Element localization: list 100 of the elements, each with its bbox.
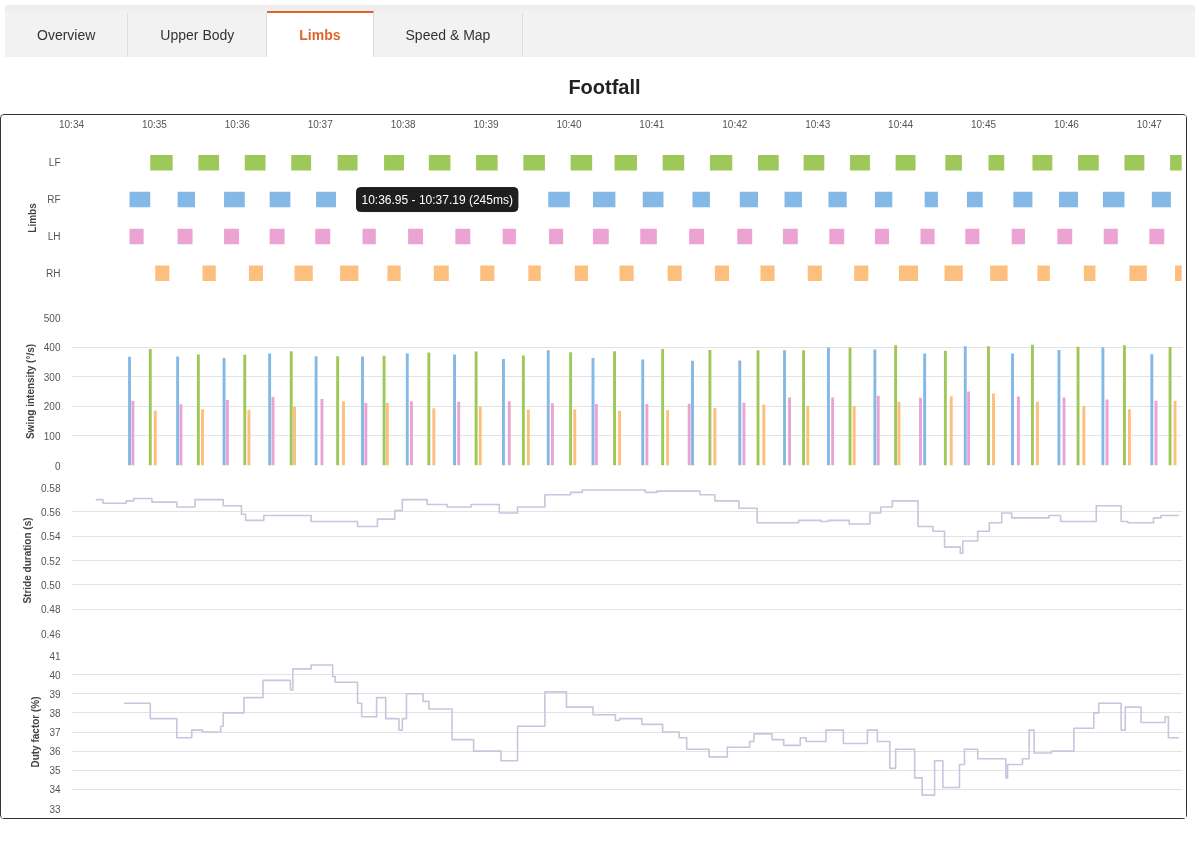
bar — [852, 406, 856, 466]
y-tick-label: 0.54 — [41, 531, 61, 543]
bar — [502, 358, 505, 466]
bar — [196, 354, 200, 466]
bar — [289, 351, 293, 466]
bar — [1082, 406, 1086, 466]
x-tick-label: 10:39 — [473, 118, 499, 130]
x-tick-label: 10:40 — [556, 118, 582, 130]
bar — [131, 400, 135, 466]
y-tick-label: 0.58 — [41, 482, 61, 494]
y-tick-label: 41 — [49, 650, 61, 662]
y-tick-label: 500 — [43, 312, 61, 324]
bar — [526, 409, 530, 466]
bar — [923, 353, 927, 466]
bar — [453, 354, 456, 466]
y-tick-label: 33 — [49, 803, 61, 815]
bar — [225, 400, 229, 466]
bar — [128, 356, 131, 466]
text: Speed & Map — [373, 13, 524, 57]
y-axis-title: Duty factor (%) — [30, 696, 42, 768]
bar — [546, 350, 550, 466]
x-tick-label: 10:46 — [1053, 118, 1080, 130]
bar — [550, 403, 554, 466]
y-tick-label: 0.46 — [41, 628, 61, 640]
bar — [967, 391, 971, 466]
bar — [361, 356, 364, 466]
text: Upper Body — [128, 13, 268, 57]
bar — [573, 409, 577, 466]
bar — [666, 410, 670, 466]
bar — [661, 348, 665, 466]
y-tick-label: RF — [47, 194, 61, 206]
y-tick-label: LF — [48, 157, 61, 169]
bar — [897, 401, 901, 466]
bar — [987, 346, 990, 466]
x-tick-label: 10:42 — [722, 118, 748, 130]
chart-title: Footfall — [567, 75, 642, 100]
y-tick-label: 35 — [49, 765, 61, 777]
y-tick-label: 0 — [54, 460, 61, 472]
x-tick-label: 10:45 — [971, 118, 997, 130]
bar — [943, 350, 947, 466]
y-tick-label: 0.48 — [41, 604, 61, 616]
bar — [405, 353, 409, 466]
y-axis-title: Swing intensity (°/s) — [24, 343, 36, 440]
bar — [148, 348, 152, 466]
y-axis-title: Stride duration (s) — [22, 517, 34, 604]
y-tick-label: LH — [47, 230, 61, 242]
bar — [802, 350, 806, 466]
bar — [738, 360, 742, 466]
bar — [569, 352, 573, 466]
x-tick-label: 10:47 — [1136, 118, 1163, 130]
y-tick-label: 400 — [43, 342, 61, 354]
bar — [1030, 344, 1034, 466]
x-tick-label: 10:41 — [639, 118, 665, 130]
y-tick-label: 40 — [49, 669, 61, 681]
bar — [641, 359, 645, 466]
bar — [1123, 345, 1126, 466]
bar — [478, 406, 482, 466]
bar — [293, 406, 296, 466]
y-tick-label: 38 — [49, 707, 61, 719]
bar — [222, 358, 226, 466]
y-tick-label: 0.52 — [41, 555, 61, 567]
x-tick-label: 10:43 — [805, 118, 831, 130]
x-tick-label: 10:34 — [58, 118, 85, 130]
bar — [708, 350, 712, 466]
x-tick-label: 10:36 — [224, 118, 251, 130]
bar — [806, 405, 810, 466]
y-tick-label: 36 — [49, 746, 61, 758]
bar — [201, 409, 204, 466]
bar — [1011, 353, 1014, 466]
bar — [713, 408, 717, 466]
bar — [382, 355, 386, 466]
bar — [827, 347, 830, 466]
bar — [894, 345, 898, 466]
bar — [153, 410, 157, 466]
y-tick-label: 39 — [49, 688, 61, 700]
bar — [176, 356, 180, 466]
bar — [427, 352, 431, 466]
bar — [876, 395, 880, 466]
bar — [963, 346, 967, 466]
bar — [457, 401, 461, 466]
bar — [1150, 354, 1154, 466]
y-tick-label: 37 — [49, 727, 61, 738]
y-tick-label: RH — [46, 267, 61, 279]
bar — [1127, 409, 1131, 466]
y-tick-label: 100 — [43, 430, 61, 442]
y-axis-title: Limbs — [27, 202, 39, 233]
y-tick-label: 300 — [43, 371, 61, 383]
bar — [783, 350, 786, 466]
bar — [410, 401, 413, 466]
bar — [247, 409, 251, 466]
bar — [364, 403, 368, 466]
bar — [243, 354, 247, 466]
annotation: 10:36.95 - 10:37.19 (245ms) — [361, 192, 513, 207]
bar — [385, 403, 389, 466]
x-tick-label: 10:35 — [141, 118, 168, 130]
bar — [432, 408, 436, 466]
bar — [314, 356, 318, 466]
bar — [268, 353, 272, 466]
bar — [831, 397, 835, 466]
bar — [1168, 347, 1172, 466]
